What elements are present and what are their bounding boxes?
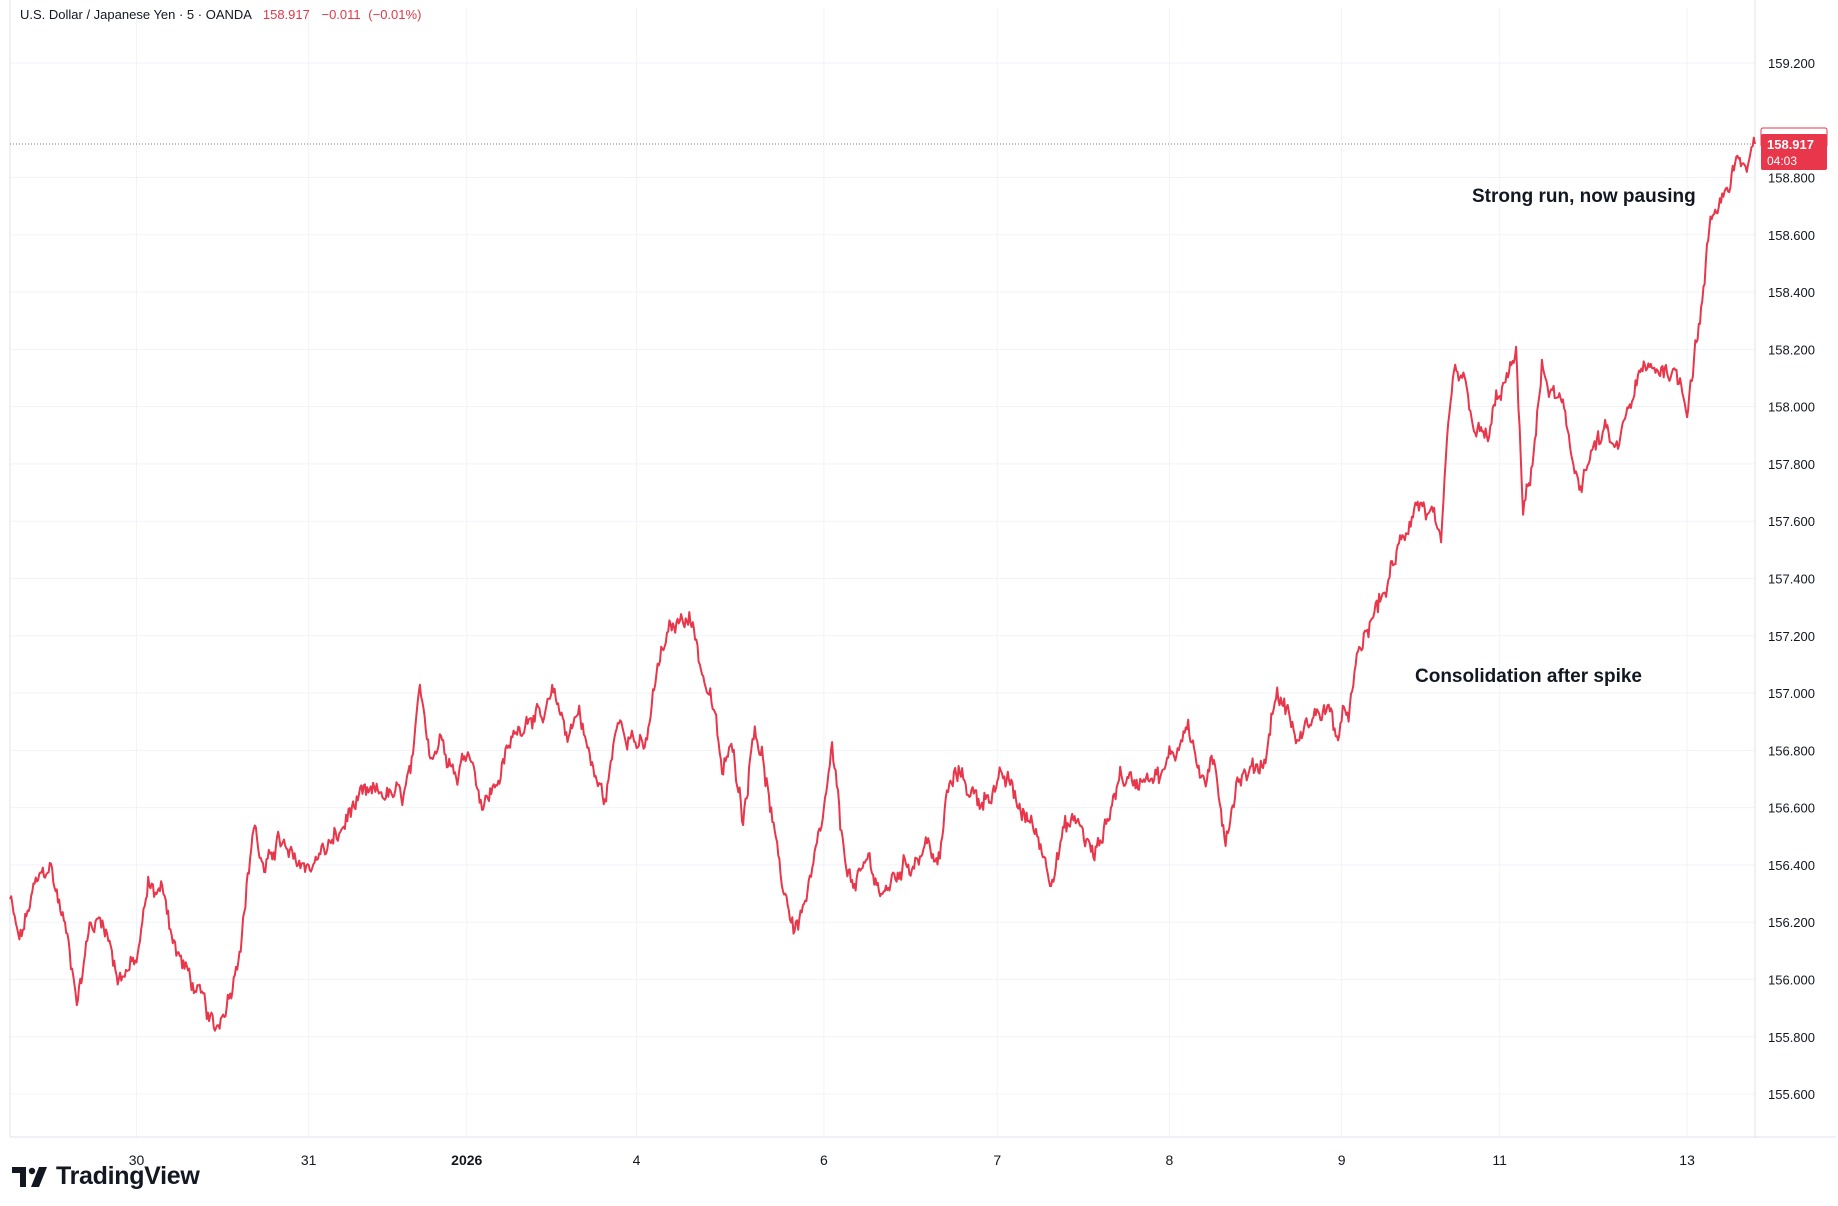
y-tick-label: 157.400 [1768, 572, 1815, 587]
y-tick-label: 158.800 [1768, 171, 1815, 186]
symbol-header: U.S. Dollar / Japanese Yen · 5 · OANDA 1… [20, 7, 421, 22]
y-tick-label: 158.200 [1768, 342, 1815, 357]
y-tick-label: 158.000 [1768, 400, 1815, 415]
price-series [9, 136, 1756, 1032]
y-tick-label: 156.200 [1768, 915, 1815, 930]
y-tick-label: 157.200 [1768, 629, 1815, 644]
logo-text: TradingView [56, 1162, 200, 1190]
price-line [9, 136, 1756, 1032]
x-tick-label: 11 [1492, 1152, 1507, 1168]
y-tick-label: 155.600 [1768, 1087, 1815, 1102]
y-tick-label: 157.800 [1768, 457, 1815, 472]
y-tick-label: 159.200 [1768, 56, 1815, 71]
tradingview-logo-icon [12, 1166, 47, 1187]
time-axis[interactable]: 30 31 2026 4 6 7 8 9 11 13 [129, 1152, 1695, 1168]
y-tick-label: 158.400 [1768, 285, 1815, 300]
last-price-label: 158.917 [1767, 137, 1814, 152]
last-price-tag [1761, 134, 1827, 171]
x-tick-label: 7 [993, 1152, 1001, 1168]
x-tick-label: 6 [820, 1152, 828, 1168]
x-tick-label: 30 [129, 1152, 145, 1168]
annotation-consolidation: Consolidation after spike [1415, 666, 1642, 687]
symbol-title: U.S. Dollar / Japanese Yen · 5 · OANDA [20, 7, 252, 22]
x-tick-label: 2026 [451, 1152, 482, 1168]
y-tick-label: 156.000 [1768, 972, 1815, 987]
y-tick-label: 156.600 [1768, 801, 1815, 816]
y-tick-label: 155.800 [1768, 1030, 1815, 1045]
header-change-pct: (−0.01%) [368, 7, 422, 22]
x-tick-label: 13 [1679, 1152, 1695, 1168]
y-tick-label: 156.800 [1768, 743, 1815, 758]
plot-frame [9, 0, 1836, 1138]
tradingview-logo[interactable]: TradingView [12, 1162, 200, 1191]
bar-countdown-label: 04:03 [1767, 154, 1797, 168]
y-tick-label: 158.600 [1768, 228, 1815, 243]
grid-lines [10, 8, 1755, 1137]
header-change: −0.011 [321, 7, 361, 22]
x-tick-label: 4 [633, 1152, 641, 1168]
x-tick-label: 8 [1166, 1152, 1174, 1168]
x-tick-label: 31 [301, 1152, 317, 1168]
header-price: 158.917 [262, 7, 310, 22]
x-tick-label: 9 [1338, 1152, 1346, 1168]
price-axis[interactable]: 155.600 155.800 156.000 156.200 156.400 156.6… [1768, 56, 1815, 1102]
y-tick-label: 157.600 [1768, 514, 1815, 529]
y-tick-label: 156.400 [1768, 858, 1815, 873]
annotation-strong-run: Strong run, now pausing [1472, 186, 1696, 207]
y-tick-label: 157.000 [1768, 686, 1815, 701]
